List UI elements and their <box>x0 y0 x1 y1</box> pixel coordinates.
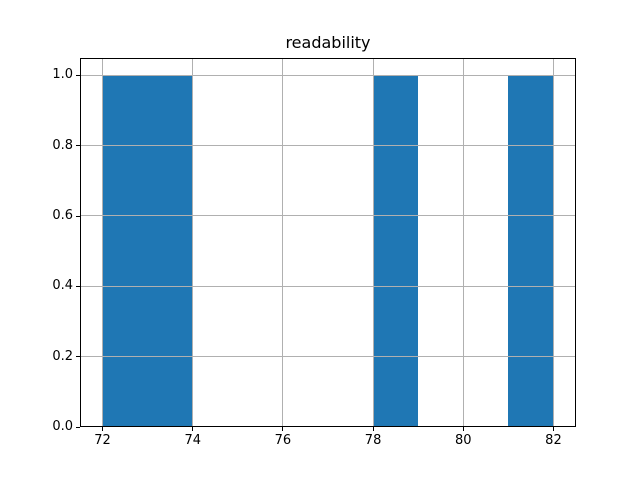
y-tick-mark <box>76 426 80 428</box>
histogram-bar <box>508 75 554 428</box>
x-gridline <box>372 57 374 428</box>
x-tick-mark <box>282 427 284 432</box>
x-gridline <box>192 57 194 428</box>
x-tick-label: 80 <box>454 433 472 449</box>
y-gridline <box>80 145 576 147</box>
y-tick-mark <box>76 215 80 217</box>
y-tick-label: 0.0 <box>52 419 73 435</box>
y-tick-mark <box>76 285 80 287</box>
x-tick-label: 72 <box>94 433 111 449</box>
x-tick-mark <box>552 427 554 432</box>
x-tick-mark <box>462 427 464 432</box>
y-gridline <box>80 426 576 428</box>
y-tick-label: 0.4 <box>52 278 73 294</box>
y-tick-label: 0.2 <box>52 348 73 364</box>
y-gridline <box>80 285 576 287</box>
y-gridline <box>80 215 576 217</box>
x-tick-label: 82 <box>545 433 562 449</box>
plot-area <box>80 57 576 428</box>
x-tick-label: 74 <box>184 433 201 449</box>
y-tick-mark <box>76 74 80 76</box>
x-tick-mark <box>372 427 374 432</box>
x-gridline <box>462 57 464 428</box>
x-tick-label: 76 <box>274 433 292 449</box>
y-gridline <box>80 356 576 358</box>
grid-layer <box>80 57 576 428</box>
histogram-bar <box>373 75 419 428</box>
y-gridline <box>80 74 576 76</box>
x-gridline <box>282 57 284 428</box>
x-tick-mark <box>192 427 194 432</box>
y-tick-label: 1.0 <box>52 67 73 83</box>
x-gridline <box>552 57 554 428</box>
y-tick-mark <box>76 356 80 358</box>
y-tick-label: 0.6 <box>52 208 73 223</box>
histogram-bar <box>102 75 193 428</box>
x-gridline <box>102 57 104 428</box>
x-tick-label: 78 <box>364 433 382 449</box>
x-tick-mark <box>102 427 104 432</box>
y-tick-label: 0.8 <box>52 137 73 153</box>
bars-layer <box>80 58 576 428</box>
chart-title: readability <box>285 33 371 52</box>
y-tick-mark <box>76 145 80 147</box>
